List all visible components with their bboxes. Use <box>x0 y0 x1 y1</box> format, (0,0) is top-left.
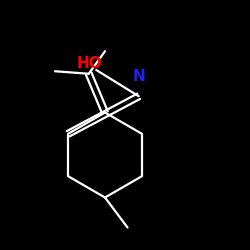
Text: N: N <box>132 69 145 84</box>
Text: HO: HO <box>77 56 103 71</box>
